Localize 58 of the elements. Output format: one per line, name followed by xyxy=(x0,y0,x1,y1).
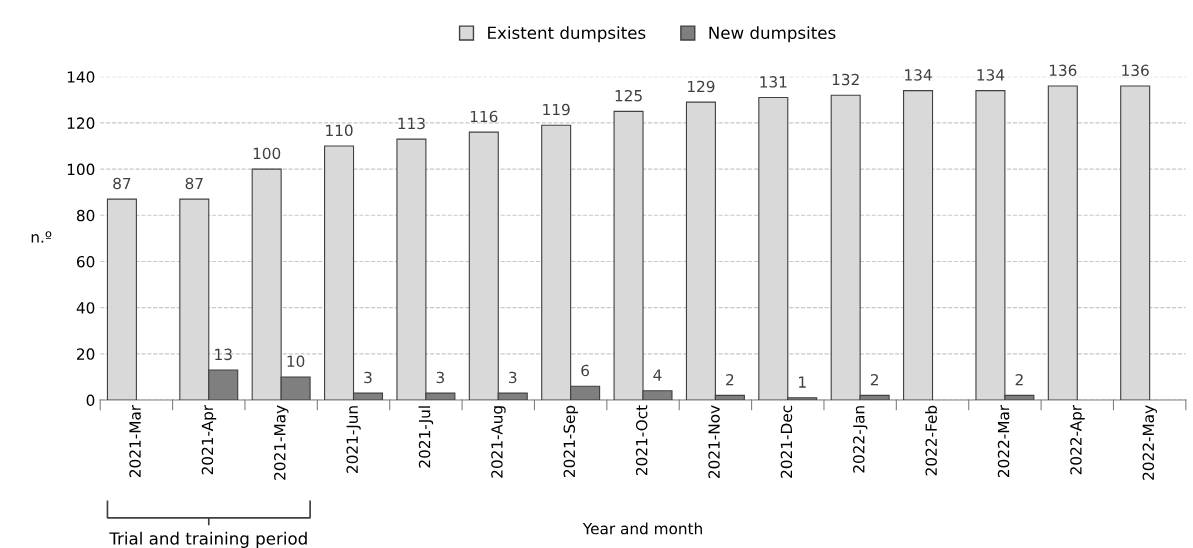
y-tick-label: 40 xyxy=(76,302,95,314)
data-label: 116 xyxy=(470,110,498,123)
y-tick-label: 60 xyxy=(76,255,95,268)
y-tick-label: 140 xyxy=(67,71,95,83)
x-tick-label: 2022-Feb xyxy=(925,405,937,476)
data-label: 100 xyxy=(253,147,281,160)
data-label: 136 xyxy=(1049,64,1077,77)
data-label: 1 xyxy=(799,376,806,388)
data-label: 119 xyxy=(543,103,570,116)
x-tick-label: 2021-Sep xyxy=(563,405,579,477)
y-axis-title: n.º xyxy=(31,231,52,243)
x-axis-title: Year and month xyxy=(582,522,702,535)
data-label: 10 xyxy=(287,355,305,368)
y-tick-label: 0 xyxy=(86,394,95,407)
legend-label: New dumpsites xyxy=(709,26,836,43)
data-label: 129 xyxy=(688,80,715,93)
data-label: 2 xyxy=(1015,373,1023,386)
data-label: 125 xyxy=(615,89,642,102)
legend-label: Existent dumpsites xyxy=(488,26,646,43)
y-tick-label: 100 xyxy=(67,163,95,176)
x-tick-label: 2022-Jan xyxy=(853,406,868,473)
data-label: 113 xyxy=(398,117,425,130)
bar xyxy=(1120,85,1151,401)
data-label: 87 xyxy=(113,177,131,190)
data-label: 110 xyxy=(326,124,353,137)
data-label: 3 xyxy=(364,371,372,384)
y-tick-label: 80 xyxy=(76,209,95,222)
data-label: 4 xyxy=(653,369,662,381)
bar xyxy=(903,90,934,401)
x-tick-label: 2021-Nov xyxy=(708,405,720,478)
y-tick-label: 120 xyxy=(67,117,95,129)
x-tick-label: 2021-Jun xyxy=(346,406,361,473)
data-label: 134 xyxy=(905,69,932,81)
data-label: 6 xyxy=(581,364,590,377)
data-label: 87 xyxy=(185,177,203,190)
bar xyxy=(1047,85,1078,401)
x-tick-label: 2021-Apr xyxy=(201,404,217,475)
x-tick-label: 2022-Mar xyxy=(997,404,1010,477)
x-tick-label: 2021-May xyxy=(274,405,289,480)
x-tick-label: 2021-Jul xyxy=(418,406,434,468)
x-tick-label: 2021-Dec xyxy=(780,405,793,478)
data-label: 131 xyxy=(760,76,787,88)
x-tick-label: 2021-Mar xyxy=(129,404,141,477)
data-label: 13 xyxy=(215,348,232,361)
x-tick-label: 2022-May xyxy=(1142,405,1158,480)
x-tick-label: 2022-Apr xyxy=(1070,404,1085,475)
data-label: 2 xyxy=(726,373,734,386)
y-tick-label: 20 xyxy=(77,348,95,360)
data-label: 136 xyxy=(1122,64,1149,77)
x-tick-label: 2021-Aug xyxy=(491,406,506,478)
data-label: 132 xyxy=(832,73,859,86)
x-tick-label: 2021-Oct xyxy=(635,405,648,476)
bar xyxy=(106,198,137,401)
data-label: 2 xyxy=(870,373,878,386)
text: Trial and training period xyxy=(109,531,307,548)
data-label: 3 xyxy=(509,371,517,384)
data-label: 134 xyxy=(977,69,1005,81)
data-label: 3 xyxy=(436,371,445,384)
